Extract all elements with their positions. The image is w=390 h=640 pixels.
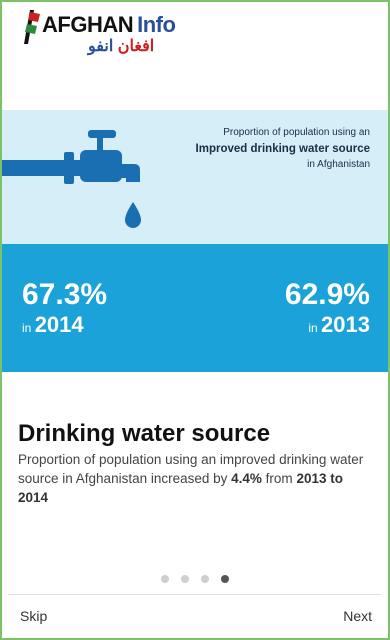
stat-2013-value: 62.9% [284,278,370,311]
page-dot-3[interactable] [201,575,209,583]
header: AFGHAN Info افغان انفو [2,2,388,110]
stat-2013-year: 2013 [321,312,370,337]
flag-mark-icon [24,10,40,44]
caption-line-3: in Afghanistan [307,159,370,170]
next-button[interactable]: Next [343,608,372,624]
infographic-top-band: Proportion of population using an Improv… [2,110,388,244]
page-dot-2[interactable] [181,575,189,583]
skip-button[interactable]: Skip [20,608,48,624]
caption-line-2: Improved drinking water source [195,143,370,155]
footer-divider [8,594,382,595]
stat-2014-year: 2014 [34,312,84,337]
water-tap-icon [2,130,141,228]
infographic-stats-band: 67.3% in 2014 62.9% in 2013 [2,244,388,372]
afghan-info-logo: AFGHAN Info افغان انفو [20,8,190,56]
stat-2014-in: in [22,321,32,335]
stat-2014-value: 67.3% [22,278,108,311]
logo-arabic-text: افغان انفو [88,38,155,55]
stat-2014: 67.3% in 2014 [22,278,107,338]
page-dot-1[interactable] [161,575,169,583]
caption-line-1: Proportion of population using an [223,127,370,138]
page-dot-4-active[interactable] [221,575,229,583]
logo-text: AFGHAN Info [42,12,176,37]
infographic-caption: Proportion of population using an Improv… [150,126,370,172]
page-title: Drinking water source [18,420,271,447]
page-indicator [2,570,388,588]
stat-2013-in: in [308,321,318,335]
increase-highlight: 4.4% [231,471,262,486]
source-line [20,409,300,414]
years-highlight: 2013 to 2014 [18,471,343,505]
stat-2013: 62.9% in 2013 [285,278,370,338]
description-text: Proportion of population using an improv… [18,452,364,505]
